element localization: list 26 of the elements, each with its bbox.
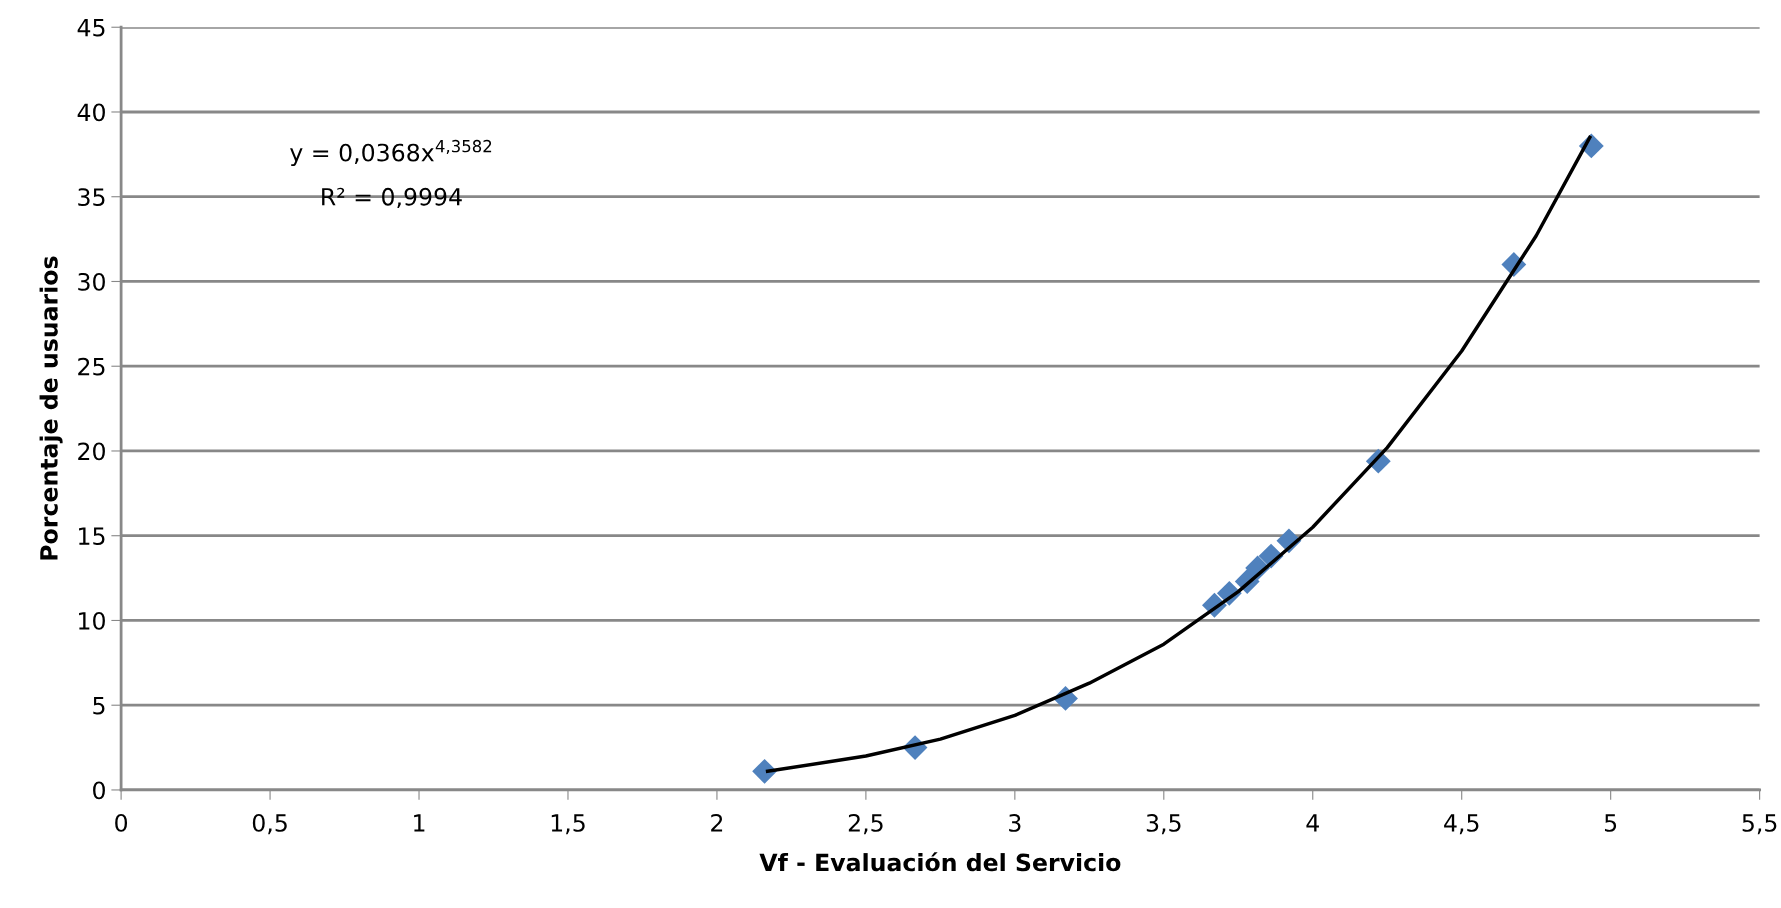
x-tick-label: 5,5 bbox=[1742, 814, 1777, 835]
y-tick-label: 35 bbox=[78, 188, 105, 207]
x-tick-label: 4 bbox=[1306, 814, 1319, 832]
x-tick-label: 1,5 bbox=[551, 814, 585, 835]
y-tick-label: 30 bbox=[78, 272, 105, 291]
x-tick-label: 0 bbox=[115, 813, 128, 832]
x-tick-label: 2,5 bbox=[848, 813, 883, 835]
y-tick-label: 45 bbox=[77, 19, 105, 37]
annotation: y = 0,0368x$^{4,3582}$ bbox=[290, 139, 492, 167]
x-tick-label: 4,5 bbox=[1444, 814, 1479, 835]
x-tick-label: 5 bbox=[1604, 814, 1617, 832]
y-tick-label: 40 bbox=[77, 103, 105, 122]
x-tick-label: 1 bbox=[414, 814, 425, 832]
x-tick-label: 3,5 bbox=[1146, 813, 1181, 835]
x-tick-label: 2 bbox=[711, 813, 723, 832]
y-tick-label: 15 bbox=[79, 527, 105, 546]
y-tick-label: 10 bbox=[79, 611, 105, 630]
y-tick-label: 5 bbox=[93, 696, 105, 715]
y-tick-label: 25 bbox=[78, 357, 105, 376]
y-tick-label: 20 bbox=[78, 442, 105, 461]
x-axis-title: Vf - Evaluación del Servicio bbox=[759, 852, 1121, 872]
annotation: R² = 0,9994 bbox=[322, 187, 462, 209]
x-tick-label: 3 bbox=[1009, 813, 1021, 832]
y-axis-title: Porcentaje de usuarios bbox=[39, 256, 63, 560]
y-tick-label: 0 bbox=[93, 781, 105, 800]
x-tick-label: 0,5 bbox=[252, 813, 287, 835]
